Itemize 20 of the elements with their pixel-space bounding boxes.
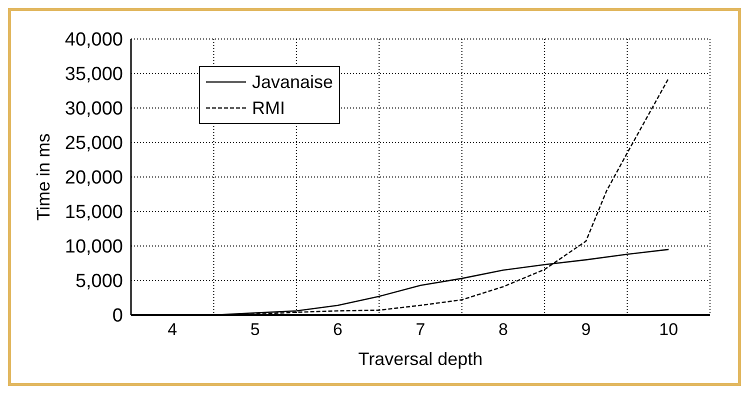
y-tick-label: 5,000 — [75, 271, 123, 292]
x-tick-label: 10 — [659, 320, 678, 340]
x-axis-title: Traversal depth — [358, 349, 483, 369]
y-tick-label: 40,000 — [64, 30, 123, 51]
x-tick-label: 5 — [250, 320, 260, 340]
y-tick-label: 10,000 — [64, 236, 123, 258]
x-tick-label: 9 — [581, 320, 591, 340]
y-axis-title: Time in ms — [33, 133, 54, 221]
y-tick-label: 30,000 — [64, 98, 123, 120]
x-tick-label: 8 — [498, 320, 508, 340]
legend-label: Javanaise — [252, 71, 334, 94]
y-tick-label: 25,000 — [64, 133, 123, 154]
x-tick-label: 6 — [333, 320, 343, 340]
y-tick-label: 20,000 — [64, 168, 123, 189]
y-tick-label: 0 — [112, 306, 123, 327]
y-tick-label: 35,000 — [64, 64, 123, 86]
y-tick-label: 15,000 — [64, 202, 123, 224]
legend-label: RMI — [252, 97, 285, 120]
x-tick-label: 7 — [416, 320, 426, 340]
x-tick-label: 4 — [168, 320, 178, 340]
